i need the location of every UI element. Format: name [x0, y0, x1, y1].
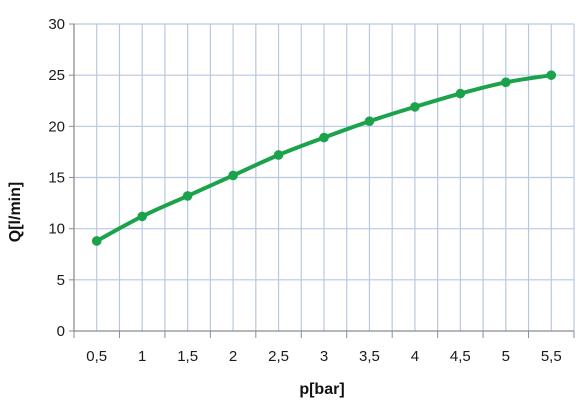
y-tick-label: 15: [48, 170, 65, 187]
y-tick-label: 25: [48, 67, 65, 84]
grid: [73, 23, 575, 331]
x-tick-label: 3: [320, 348, 328, 365]
data-point: [91, 236, 102, 246]
x-tick-label: 0,5: [86, 348, 107, 365]
data-point: [364, 116, 375, 127]
x-tick-label: 2: [229, 348, 237, 365]
x-tick-label: 5: [502, 348, 510, 365]
x-tick-label: 4,5: [450, 348, 471, 365]
y-tick-label: 0: [57, 323, 65, 340]
data-point: [546, 70, 557, 80]
data-point: [228, 170, 238, 181]
tick-labels: 0 5 10 15 20 25 30 0,5 1 1,5 2 2,5 3 3,5 4 4,5 5 5,5: [48, 16, 561, 365]
x-tick-label: 2,5: [268, 348, 289, 365]
y-tick-label: 30: [48, 16, 65, 33]
x-tick-label: 3,5: [359, 348, 380, 365]
x-tick-label: 4: [411, 348, 419, 365]
y-tick-label: 5: [57, 272, 65, 289]
y-tick-label: 20: [48, 118, 65, 135]
y-axis-title: Q[l/min]: [7, 182, 24, 242]
data-point: [455, 88, 466, 99]
data-point: [182, 191, 193, 201]
axes: [69, 23, 575, 338]
x-tick-label: 1: [138, 348, 146, 365]
data-point: [273, 150, 284, 160]
data-point: [319, 132, 329, 143]
data-point: [410, 102, 420, 112]
data-point: [501, 77, 511, 88]
series-layer: [91, 70, 557, 246]
x-tick-label: 1,5: [177, 348, 198, 365]
x-tick-label: 5,5: [541, 348, 562, 365]
y-tick-label: 10: [48, 221, 65, 238]
x-axis-title: p[bar]: [299, 381, 344, 398]
data-point: [137, 211, 147, 222]
